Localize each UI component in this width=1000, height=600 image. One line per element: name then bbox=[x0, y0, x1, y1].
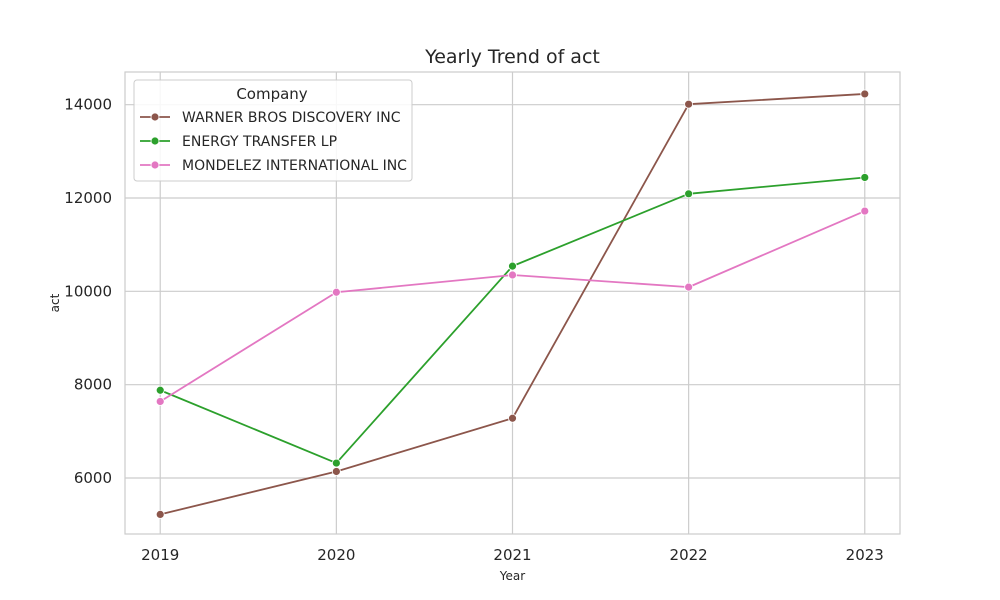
x-tick-label: 2022 bbox=[670, 546, 708, 564]
x-tick-label: 2023 bbox=[846, 546, 884, 564]
legend-marker-swatch bbox=[150, 136, 160, 146]
series-layer bbox=[155, 89, 870, 519]
series-group bbox=[155, 89, 870, 519]
data-point bbox=[684, 189, 694, 199]
data-point bbox=[508, 261, 517, 271]
data-point bbox=[508, 270, 517, 280]
x-tick-label: 2021 bbox=[493, 546, 531, 564]
legend-label: ENERGY TRANSFER LP bbox=[182, 134, 337, 150]
series-group bbox=[155, 173, 870, 468]
legend-label: MONDELEZ INTERNATIONAL INC bbox=[182, 158, 407, 174]
legend-marker-swatch bbox=[150, 112, 160, 122]
chart-title: Yearly Trend of act bbox=[424, 46, 600, 68]
y-tick-label: 12000 bbox=[64, 189, 112, 207]
x-axis-label: Year bbox=[499, 569, 525, 583]
y-tick-label: 8000 bbox=[74, 376, 112, 394]
x-tick-label: 2020 bbox=[317, 546, 355, 564]
legend-item: WARNER BROS DISCOVERY INC bbox=[140, 110, 401, 126]
legend-label: WARNER BROS DISCOVERY INC bbox=[182, 110, 401, 126]
data-point bbox=[508, 413, 517, 423]
tick-layer: 2019 2020 2021 2022 2023 6000 8000 10000 12000 14… bbox=[64, 96, 884, 564]
x-tick-label: 2019 bbox=[141, 546, 179, 564]
y-tick-label: 6000 bbox=[74, 469, 112, 487]
data-point bbox=[155, 510, 165, 519]
legend-title: Company bbox=[236, 85, 307, 103]
data-point bbox=[331, 458, 341, 468]
legend-box bbox=[133, 79, 413, 182]
data-point bbox=[155, 385, 165, 395]
data-point bbox=[155, 397, 165, 406]
legend: Company WARNER BROS DISCOVERY INC ENERGY … bbox=[133, 79, 413, 182]
series-group bbox=[155, 206, 870, 406]
data-point bbox=[331, 287, 341, 297]
data-point bbox=[684, 282, 694, 292]
y-tick-label: 10000 bbox=[64, 282, 112, 300]
data-point bbox=[860, 206, 870, 216]
y-tick-label: 14000 bbox=[64, 96, 112, 114]
legend-item: ENERGY TRANSFER LP bbox=[140, 134, 337, 150]
plot-frame bbox=[124, 71, 901, 535]
y-axis-label: act bbox=[48, 293, 62, 312]
legend-marker-swatch bbox=[150, 160, 160, 170]
legend-item: MONDELEZ INTERNATIONAL INC bbox=[140, 158, 407, 174]
data-point bbox=[684, 99, 694, 109]
legend-items: WARNER BROS DISCOVERY INC ENERGY TRANSFER… bbox=[140, 110, 407, 174]
data-point bbox=[860, 89, 870, 99]
data-point bbox=[860, 173, 870, 182]
data-point bbox=[331, 467, 341, 476]
